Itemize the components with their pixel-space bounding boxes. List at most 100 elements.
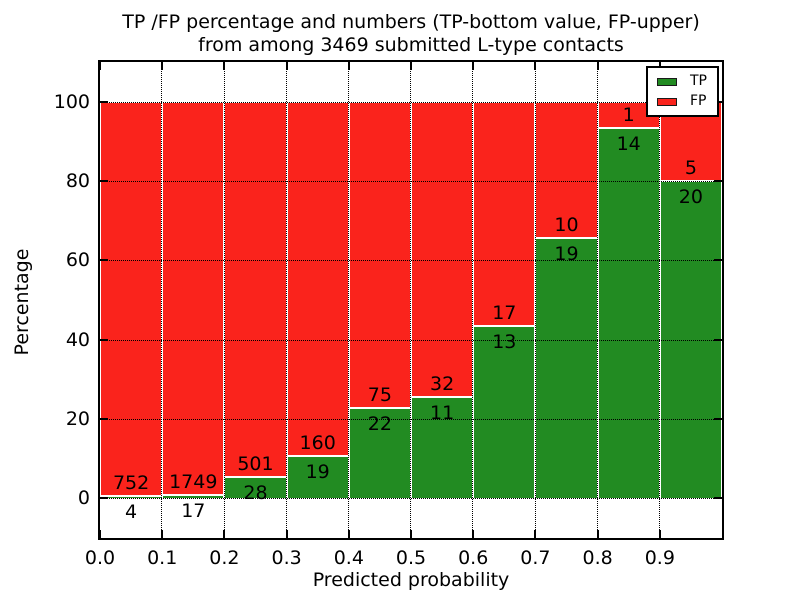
fp-count-label: 10 <box>554 214 579 237</box>
bar-fp-segment <box>286 101 349 457</box>
tp-count-label: 19 <box>554 243 579 266</box>
x-tick-label: 0.1 <box>147 547 178 569</box>
x-tick-mark <box>285 530 288 538</box>
bar-tp-segment <box>535 238 598 499</box>
x-tick-mark <box>99 530 101 538</box>
legend-item-tp: TP <box>657 74 707 89</box>
gridline-v <box>348 62 350 538</box>
plot-area: 0.0 0.1 0.2 0.3 0.4 0.5 0.6 0.7 0.8 0.9 0 20 40 60 80 1… <box>54 62 722 569</box>
y-tick-label: 20 <box>65 408 90 430</box>
bar-fp-segment <box>162 101 225 495</box>
tp-count-label: 14 <box>616 133 641 156</box>
fp-count-label: 752 <box>112 472 150 495</box>
gridline-v <box>410 62 412 538</box>
x-tick-mark <box>347 530 350 538</box>
y-tick-label: 60 <box>65 249 90 272</box>
y-tick-mark <box>100 497 108 500</box>
x-tick-mark <box>472 62 475 70</box>
fp-count-label: 1749 <box>169 470 218 493</box>
x-tick-mark <box>347 62 350 70</box>
tp-count-label: 4 <box>125 501 138 524</box>
tp-count-label: 28 <box>243 482 268 505</box>
legend-swatch-tp-icon <box>657 77 677 86</box>
x-tick-mark <box>534 530 537 538</box>
y-tick-mark <box>714 259 722 262</box>
y-tick-mark <box>714 497 722 500</box>
x-tick-mark <box>223 62 226 70</box>
legend-item-fp: FP <box>657 94 707 109</box>
x-axis-label: Predicted probability <box>312 569 510 591</box>
x-tick-label: 0.2 <box>209 547 240 569</box>
y-tick-mark <box>714 418 722 420</box>
chart-title-line2: from among 3469 submitted L-type contact… <box>198 34 624 56</box>
legend-label-tp: TP <box>690 73 707 89</box>
y-tick-mark <box>100 338 108 341</box>
bar-fp-segment <box>348 101 411 409</box>
fp-count-label: 75 <box>367 384 392 407</box>
legend-label-fp: FP <box>690 93 707 109</box>
bar-fp-segment <box>411 101 474 397</box>
bar-tp-segment <box>411 396 474 499</box>
x-tick-mark <box>410 62 412 70</box>
y-tick-label: 40 <box>65 328 90 351</box>
chart-title-line1: TP /FP percentage and numbers (TP-bottom… <box>122 11 700 33</box>
tp-count-label: 22 <box>367 413 392 436</box>
bar-fp-segment <box>473 101 536 327</box>
axes: 0.0 0.1 0.2 0.3 0.4 0.5 0.6 0.7 0.8 0.9 0 20 40 60 80 1… <box>54 60 724 569</box>
bar-tp-segment <box>597 128 660 499</box>
legend-swatch-fp-icon <box>657 97 677 106</box>
x-tick-label: 0.7 <box>520 547 551 569</box>
y-tick-mark <box>100 418 108 420</box>
fp-count-label: 501 <box>237 453 274 476</box>
x-tick-mark <box>161 62 164 70</box>
fp-count-label: 1 <box>622 104 635 127</box>
fp-count-label: 32 <box>430 372 455 395</box>
x-tick-label: 0.5 <box>395 547 427 569</box>
x-tick-mark <box>472 530 475 538</box>
fp-count-label: 5 <box>684 157 697 179</box>
tp-count-label: 11 <box>430 401 455 424</box>
tp-count-label: 20 <box>678 186 703 208</box>
gridline-v <box>223 62 225 538</box>
legend: TP FP <box>646 66 719 117</box>
y-tick-mark <box>100 259 108 262</box>
tp-count-label: 19 <box>305 461 330 484</box>
y-tick-label: 0 <box>77 487 90 510</box>
x-tick-label: 0.3 <box>271 547 302 569</box>
y-tick-mark <box>714 180 722 182</box>
x-tick-mark <box>99 62 101 70</box>
gridline-v <box>659 62 661 538</box>
x-tick-mark <box>223 530 226 538</box>
x-tick-mark <box>658 530 661 538</box>
x-tick-mark <box>161 530 164 538</box>
x-tick-label: 0.9 <box>644 547 675 569</box>
bar-tp-segment <box>286 456 349 499</box>
fp-count-label: 17 <box>492 302 517 325</box>
gridline-v <box>472 62 474 538</box>
gridline-v <box>161 62 163 538</box>
x-tick-mark <box>534 62 537 70</box>
x-tick-mark <box>596 62 599 70</box>
y-tick-mark <box>714 338 722 341</box>
y-tick-mark <box>100 180 108 182</box>
gridline-v <box>596 62 598 538</box>
fp-count-label: 160 <box>299 432 336 455</box>
y-tick-mark <box>100 100 108 103</box>
x-tick-label: 0.0 <box>84 547 116 569</box>
bar-tp-segment <box>473 326 536 499</box>
x-tick-mark <box>596 530 599 538</box>
x-tick-label: 0.6 <box>458 547 489 569</box>
x-tick-mark <box>285 62 288 70</box>
x-tick-mark <box>410 530 412 538</box>
x-tick-label: 0.8 <box>582 547 613 569</box>
gridline-v <box>285 62 287 538</box>
y-tick-label: 100 <box>53 90 90 113</box>
chart-title: TP /FP percentage and numbers (TP-bottom… <box>100 11 722 57</box>
gridline-v <box>534 62 536 538</box>
y-tick-label: 80 <box>65 170 90 192</box>
bar-fp-segment <box>224 101 287 478</box>
tp-count-label: 17 <box>181 499 206 522</box>
tp-count-label: 13 <box>492 331 517 354</box>
x-tick-label: 0.4 <box>333 547 364 569</box>
